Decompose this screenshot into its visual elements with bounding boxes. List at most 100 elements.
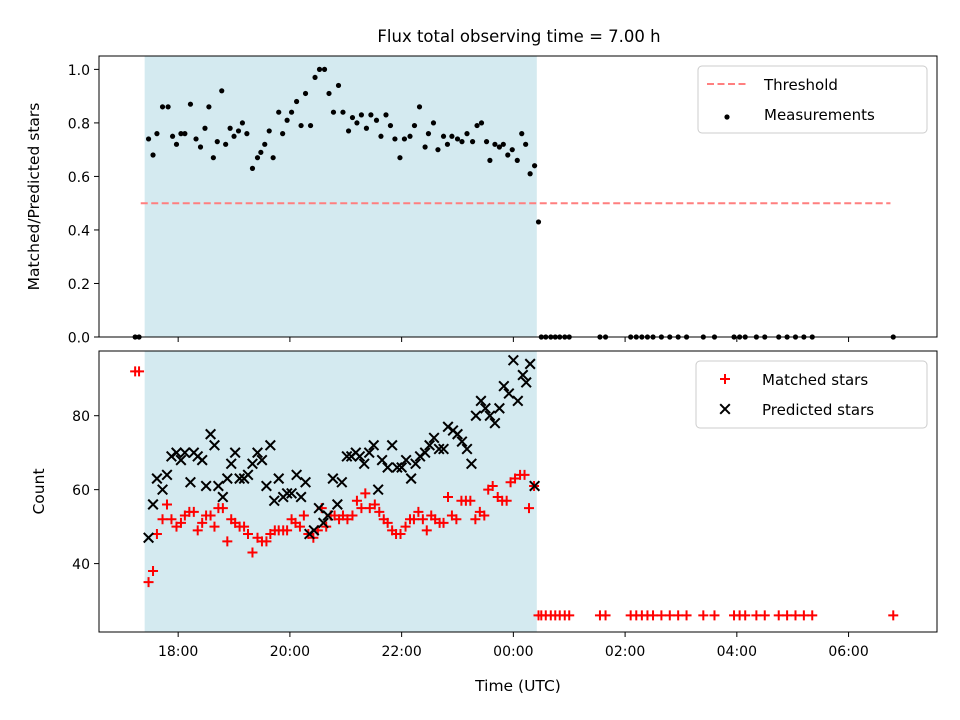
measurement-point bbox=[284, 117, 290, 123]
matched-star-point bbox=[157, 514, 168, 525]
bottom-panel: 40 60 80 18:00 20:00 22:00 00:00 02:00 04:00 06:0… bbox=[30, 350, 938, 695]
measurement-point bbox=[378, 133, 384, 139]
matched-star-point bbox=[773, 610, 784, 621]
predicted-star-point bbox=[327, 473, 339, 485]
predicted-star-point bbox=[251, 447, 264, 459]
legend-predicted-swatch bbox=[719, 403, 731, 415]
legend-measurement-swatch bbox=[724, 114, 730, 120]
measurement-point bbox=[321, 66, 328, 72]
predicted-star-point bbox=[317, 517, 329, 529]
measurement-point bbox=[316, 66, 323, 72]
matched-star-point bbox=[451, 514, 462, 525]
matched-star-point bbox=[205, 510, 216, 521]
matched-star-point bbox=[222, 536, 233, 547]
predicted-star-point bbox=[470, 410, 482, 422]
legend-label: Predicted stars bbox=[762, 401, 874, 419]
axes-frame bbox=[98, 55, 938, 338]
x-tick-label: 04:00 bbox=[717, 644, 757, 660]
matched-star-point bbox=[681, 610, 692, 621]
x-tick-label: 02:00 bbox=[605, 644, 645, 660]
legend-box bbox=[697, 65, 928, 134]
measurement-point bbox=[416, 104, 423, 110]
measurement-point bbox=[145, 136, 152, 142]
measurement-point bbox=[474, 122, 480, 129]
matched-star-point bbox=[356, 503, 367, 514]
predicted-star-point bbox=[461, 443, 473, 455]
matched-star-point bbox=[442, 492, 453, 503]
axes-frame bbox=[98, 350, 938, 633]
measurement-point bbox=[407, 133, 413, 139]
observing-span-shade bbox=[144, 351, 537, 632]
matched-star-point bbox=[364, 503, 375, 514]
predicted-star-point bbox=[341, 450, 353, 462]
matched-star-point bbox=[487, 480, 498, 491]
measurement-point bbox=[270, 155, 276, 161]
y-tick-label: 0.0 bbox=[68, 331, 90, 347]
matched-star-point bbox=[161, 499, 172, 510]
measurement-point bbox=[500, 141, 506, 147]
predicted-star-point bbox=[308, 524, 320, 536]
predicted-star-point bbox=[264, 439, 276, 451]
predicted-star-point bbox=[273, 473, 285, 485]
predicted-star-point bbox=[322, 510, 334, 522]
predicted-star-point bbox=[410, 458, 422, 470]
matched-star-point bbox=[421, 525, 432, 536]
measurement-point bbox=[523, 141, 529, 147]
measurement-point bbox=[249, 165, 256, 171]
y-tick-label: 0.6 bbox=[68, 170, 90, 186]
predicted-star-point bbox=[520, 376, 532, 388]
measurement-point bbox=[454, 136, 461, 142]
matched-star-point bbox=[438, 517, 449, 528]
predicted-star-point bbox=[313, 502, 325, 514]
matched-star-point bbox=[709, 610, 720, 621]
matched-star-point bbox=[648, 610, 659, 621]
matched-star-point bbox=[374, 506, 385, 517]
predicted-star-point bbox=[212, 480, 224, 492]
legend-label: Matched stars bbox=[762, 371, 868, 389]
matched-star-point bbox=[400, 521, 411, 532]
observing-span-shade bbox=[144, 56, 537, 337]
predicted-star-point bbox=[175, 454, 187, 466]
predicted-star-point bbox=[225, 458, 237, 470]
matched-star-point bbox=[751, 610, 762, 621]
measurement-point bbox=[363, 125, 370, 131]
matched-star-point bbox=[413, 506, 424, 517]
predicted-star-point bbox=[512, 395, 524, 407]
measurement-point bbox=[422, 144, 428, 150]
predicted-star-point bbox=[354, 450, 366, 462]
measurement-point bbox=[254, 155, 261, 161]
legend-label: Threshold bbox=[763, 76, 838, 94]
matched-star-point bbox=[417, 514, 428, 525]
predicted-star-point bbox=[196, 454, 208, 466]
matched-star-point bbox=[369, 499, 380, 510]
matched-star-point bbox=[382, 517, 393, 528]
matched-star-point bbox=[664, 610, 675, 621]
matched-star-point bbox=[209, 521, 220, 532]
measurement-point bbox=[266, 128, 272, 134]
predicted-star-point bbox=[205, 428, 217, 440]
measurement-point bbox=[401, 136, 408, 142]
legend: Matched stars Predicted stars bbox=[695, 360, 928, 429]
matched-star-point bbox=[247, 547, 258, 558]
matched-star-point bbox=[197, 517, 208, 528]
matched-star-point bbox=[175, 517, 186, 528]
matched-star-point bbox=[510, 473, 521, 484]
measurement-point bbox=[159, 104, 166, 110]
measurement-point bbox=[197, 144, 204, 150]
predicted-star-point bbox=[396, 461, 408, 473]
measurement-point bbox=[210, 155, 216, 161]
matched-star-point bbox=[782, 610, 793, 621]
predicted-star-point bbox=[281, 487, 293, 499]
measurement-point bbox=[312, 74, 318, 81]
matched-star-point bbox=[347, 510, 358, 521]
predicted-star-point bbox=[358, 458, 370, 470]
measurement-point bbox=[262, 141, 268, 147]
matched-star-point bbox=[798, 610, 809, 621]
y-tick-label: 80 bbox=[72, 409, 90, 425]
measurement-point bbox=[531, 163, 538, 169]
measurement-point bbox=[239, 120, 246, 126]
matched-star-point bbox=[519, 469, 530, 480]
predicted-star-point bbox=[475, 395, 487, 407]
matched-star-point bbox=[143, 577, 154, 588]
measurement-point bbox=[392, 136, 398, 142]
